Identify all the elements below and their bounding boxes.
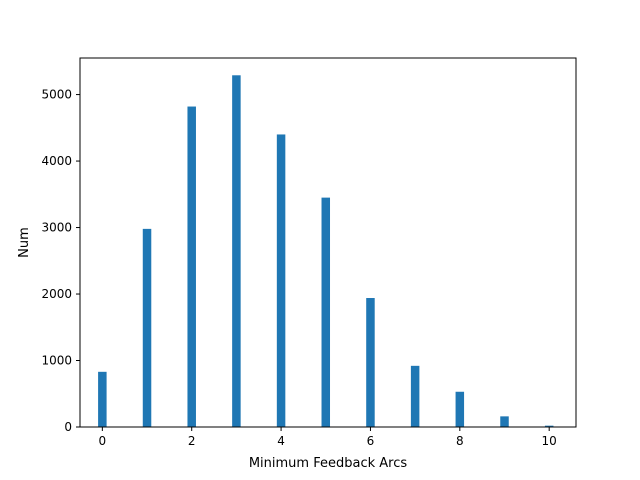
bar-5 <box>321 197 331 427</box>
y-tick-label: 1000 <box>41 354 72 368</box>
bar-1 <box>142 228 152 427</box>
y-axis-label: Num <box>17 227 32 258</box>
y-tick-label: 5000 <box>41 88 72 102</box>
bar-0 <box>98 371 107 427</box>
x-axis-label: Minimum Feedback Arcs <box>249 456 408 471</box>
bar-10 <box>544 425 554 427</box>
x-tick-label: 0 <box>99 434 107 448</box>
bar-4 <box>276 134 286 427</box>
y-axis-ticks: 0 1000 2000 3000 4000 5000 <box>41 88 80 434</box>
bars-group <box>98 75 554 428</box>
y-tick-label: 4000 <box>41 154 72 168</box>
x-tick-label: 8 <box>456 434 464 448</box>
bar-6 <box>366 298 375 427</box>
bar-8 <box>455 391 465 427</box>
y-tick-label: 3000 <box>41 221 72 235</box>
bar-9 <box>500 416 509 427</box>
y-tick-label: 2000 <box>41 287 72 301</box>
bar-7 <box>410 365 420 427</box>
bar-3 <box>232 75 241 427</box>
x-axis-ticks: 0 2 4 6 8 10 <box>99 427 557 448</box>
x-tick-label: 10 <box>542 434 557 448</box>
x-tick-label: 4 <box>277 434 285 448</box>
bar-2 <box>187 106 196 428</box>
plot-frame <box>79 57 577 428</box>
x-tick-label: 2 <box>188 434 196 448</box>
y-tick-label: 0 <box>64 420 72 434</box>
x-tick-label: 6 <box>367 434 375 448</box>
